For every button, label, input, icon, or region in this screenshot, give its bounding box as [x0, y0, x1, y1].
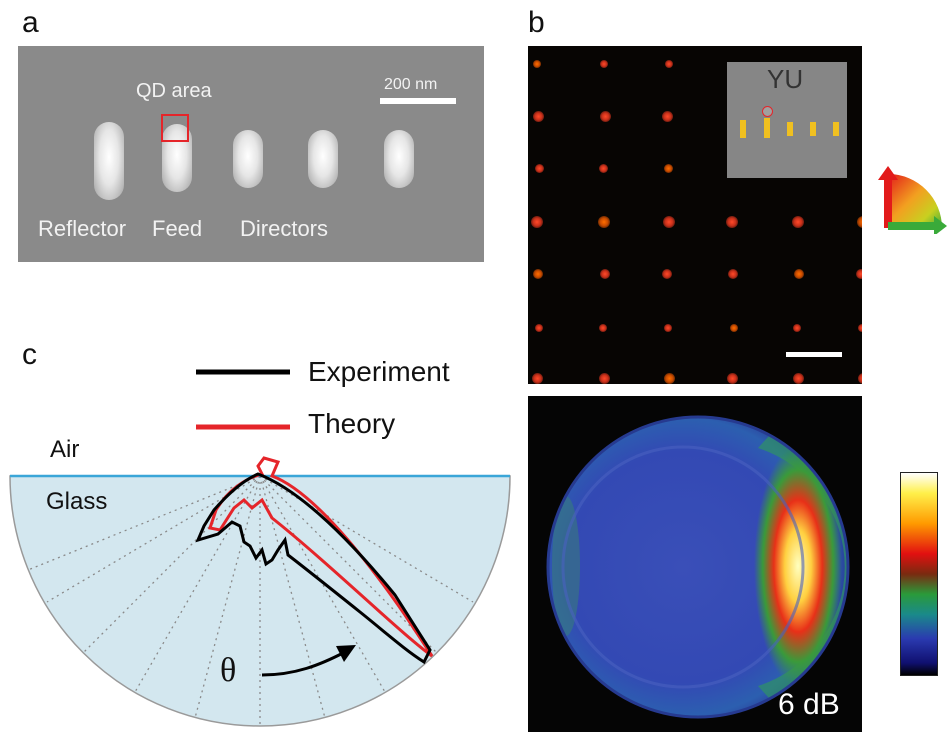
fluorescence-image: YU: [528, 46, 862, 384]
sem-image: 200 nm QD area Reflector Feed Directors: [18, 46, 484, 262]
feed-label: Feed: [152, 216, 203, 241]
emitter-dot: [531, 216, 543, 228]
radiation-pattern-map: [546, 415, 850, 719]
emitter-dot: [730, 324, 738, 332]
emitter-dot: [663, 372, 675, 384]
emitter-dot: [858, 324, 862, 332]
emitter-dot: [599, 324, 607, 332]
emitter-dot: [534, 163, 544, 173]
scalebar-label: 200 nm: [384, 76, 438, 93]
emitter-dot: [531, 372, 543, 384]
emitter-dot: [600, 60, 608, 68]
theta-arrowhead: [336, 645, 356, 662]
emitter-dot: [857, 216, 862, 228]
legend-label-experiment: Experiment: [308, 356, 450, 387]
legend-label-theory: Theory: [308, 408, 396, 439]
directors-label: Directors: [240, 216, 329, 241]
theory-curve: [208, 456, 434, 658]
emitter-dot: [664, 324, 672, 332]
inset-rod: [810, 122, 816, 136]
polar-radiation-plot: [9, 369, 511, 727]
theta-label: θ: [220, 652, 237, 689]
reflector-rod: [94, 122, 124, 200]
emitter-dot: [663, 216, 675, 228]
emitter-dot: [726, 216, 738, 228]
panel-label-c: c: [22, 338, 37, 371]
emitter-dot: [532, 110, 544, 122]
back-focal-plane-image: 6 dB: [528, 396, 862, 732]
emitter-dot: [533, 269, 543, 279]
emitter-dot: [792, 216, 804, 228]
qd-area-box: [161, 114, 189, 142]
inset-rod: [833, 122, 839, 136]
emitter-dot: [661, 110, 673, 122]
theta-arrow: [261, 650, 346, 677]
emitter-dot: [856, 269, 862, 279]
air-label: Air: [50, 436, 80, 463]
glass-label: Glass: [46, 488, 108, 515]
director-rod-2: [308, 130, 338, 188]
emitter-dot: [793, 324, 801, 332]
inset-rod: [764, 118, 770, 138]
panel-label-b: b: [528, 6, 545, 39]
emitter-dot: [598, 216, 610, 228]
reflector-label: Reflector: [38, 216, 127, 241]
emitter-dot: [599, 110, 611, 122]
panel-label-a: a: [22, 6, 39, 39]
director-rod-3: [384, 130, 414, 188]
inset-qd-marker: [762, 106, 773, 117]
db-label: 6 dB: [778, 688, 840, 721]
glass-half-disk: [9, 475, 511, 727]
director-rod-1: [233, 130, 263, 188]
emitter-dot: [665, 60, 673, 68]
experiment-curve: [195, 472, 432, 665]
emitter-dot: [535, 324, 543, 332]
emitter-dot: [662, 269, 672, 279]
inset-rod: [740, 120, 746, 138]
inset-label: YU: [767, 64, 804, 94]
emitter-dot: [598, 163, 608, 173]
polarization-arrows-icon: [878, 166, 947, 234]
inset-rod: [787, 122, 793, 136]
qd-area-label: QD area: [136, 80, 212, 102]
emitter-dot: [663, 163, 673, 173]
emitter-dot: [792, 372, 804, 384]
emitter-dot: [794, 269, 804, 279]
emitter-dot: [857, 372, 862, 384]
emitter-dot: [533, 60, 541, 68]
inset-schematic: YU: [727, 62, 847, 178]
emitter-dot: [728, 269, 738, 279]
scalebar: [786, 352, 842, 357]
scalebar: [380, 98, 456, 104]
emitter-dot: [600, 269, 610, 279]
colorbar: [900, 472, 938, 676]
emitter-dot: [726, 372, 738, 384]
emitter-dot: [598, 372, 610, 384]
